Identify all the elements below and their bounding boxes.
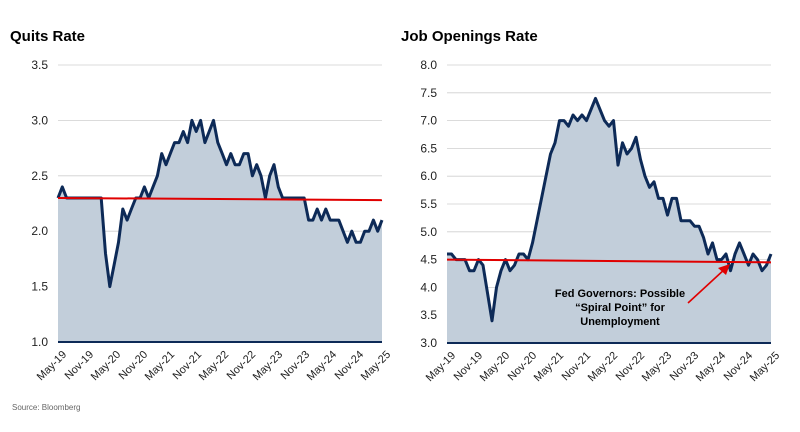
x-tick-label: May-21 — [532, 350, 566, 384]
y-tick-label: 3.5 — [31, 58, 48, 72]
x-tick-label: May-24 — [694, 350, 728, 384]
y-tick-label: 4.5 — [420, 253, 437, 267]
source-note: Source: Bloomberg — [12, 403, 80, 412]
chart-title: Job Openings Rate — [401, 28, 538, 45]
y-tick-label: 7.0 — [420, 114, 437, 128]
x-tick-label: May-23 — [640, 350, 674, 384]
job-openings-area — [447, 98, 771, 344]
x-tick-label: May-24 — [305, 349, 339, 383]
y-tick-labels: 3.0 3.5 4.0 4.5 5.0 5.5 6.0 6.5 7.0 7.5 8.0 — [420, 58, 437, 350]
annotation-line-1: Fed Governors: Possible — [555, 288, 685, 300]
x-tick-label: May-20 — [89, 349, 123, 383]
y-tick-label: 7.5 — [420, 86, 437, 100]
x-tick-label: May-23 — [251, 349, 285, 383]
job-openings-line — [447, 96, 773, 323]
y-tick-label: 5.5 — [420, 197, 437, 211]
x-tick-label: May-22 — [197, 349, 231, 383]
quits-line — [56, 118, 384, 289]
chart-title: Quits Rate — [10, 28, 85, 45]
y-tick-label: 3.0 — [420, 336, 437, 350]
annotation-line-2: “Spiral Point” for — [575, 302, 666, 314]
annotation: Fed Governors: Possible “Spiral Point” f… — [555, 264, 730, 328]
y-tick-label: 4.0 — [420, 280, 437, 294]
reference-line — [57, 196, 383, 202]
job-openings-rate-chart: Job Openings Rate 3.0 3.5 4.0 4.5 5.0 5.5 6.0 6… — [401, 28, 782, 384]
y-tick-labels: 1.0 1.5 2.0 2.5 3.0 3.5 — [31, 58, 48, 349]
y-tick-label: 1.5 — [31, 280, 48, 294]
annotation-line-3: Unemployment — [580, 316, 660, 328]
quits-rate-chart: Quits Rate 1.0 1.5 2.0 2.5 3.0 3.5 May-19Nov-… — [10, 28, 393, 383]
y-tick-label: 3.5 — [420, 308, 437, 322]
annotation-arrowhead — [718, 264, 730, 275]
x-tick-label: May-25 — [359, 349, 393, 383]
x-tick-labels: May-19Nov-19May-20Nov-20May-21Nov-21May-… — [424, 350, 782, 384]
x-tick-label: May-20 — [478, 350, 512, 384]
x-tick-label: May-19 — [35, 349, 69, 383]
x-tick-label: May-19 — [424, 350, 458, 384]
y-tick-label: 6.5 — [420, 141, 437, 155]
y-tick-label: 5.0 — [420, 225, 437, 239]
y-tick-label: 3.0 — [31, 113, 48, 127]
y-tick-label: 6.0 — [420, 169, 437, 183]
reference-line — [446, 258, 772, 264]
y-tick-label: 2.0 — [31, 224, 48, 238]
x-tick-labels: May-19Nov-19May-20Nov-20May-21Nov-21May-… — [35, 349, 393, 383]
x-tick-label: May-25 — [748, 350, 782, 384]
y-tick-label: 1.0 — [31, 335, 48, 349]
quits-area — [58, 120, 382, 343]
x-tick-label: May-22 — [586, 350, 620, 384]
y-tick-label: 8.0 — [420, 58, 437, 72]
y-tick-label: 2.5 — [31, 169, 48, 183]
x-tick-label: May-21 — [143, 349, 177, 383]
annotation-arrow — [687, 267, 727, 304]
